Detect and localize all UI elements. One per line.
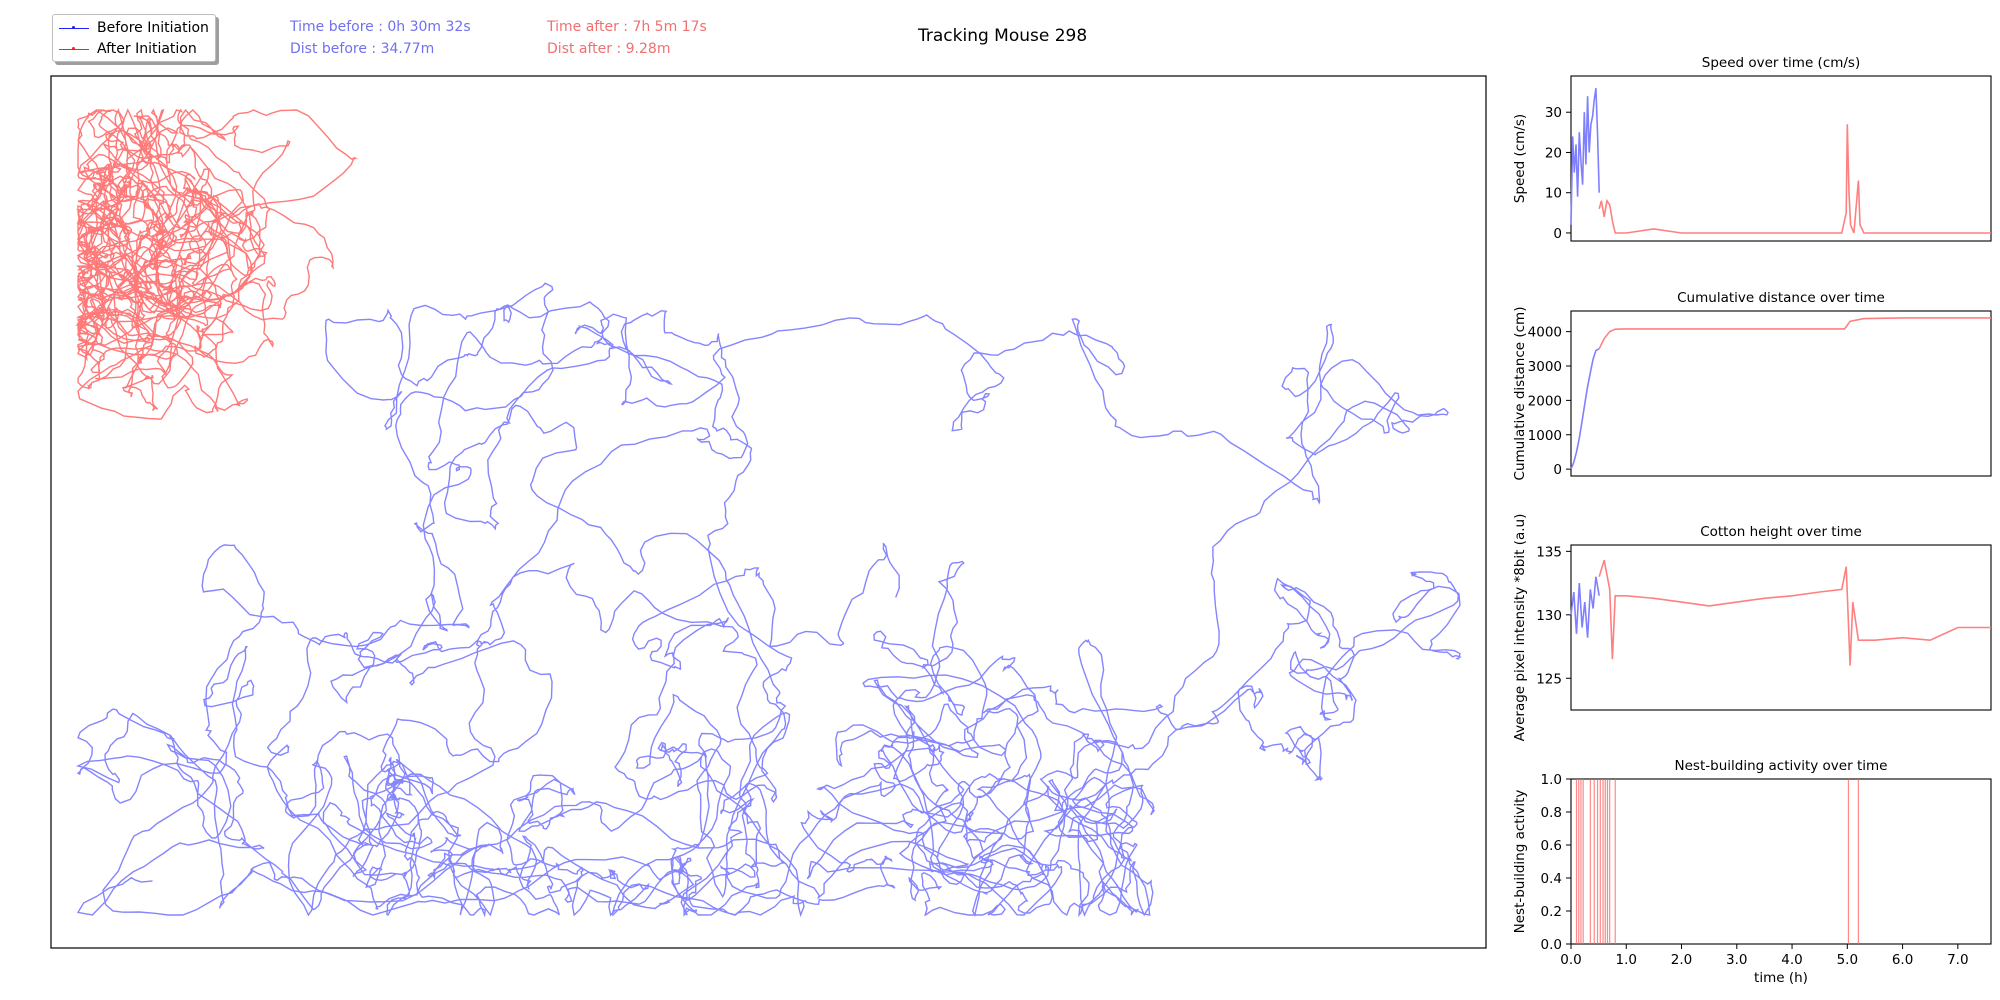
nest-building-xtick-label: 6.0 (1892, 952, 1913, 968)
nest-building-ytick-label: 0.6 (1541, 838, 1562, 854)
cotton-height-frame (1570, 544, 1992, 711)
cotton-height-ytick-label: 130 (1536, 608, 1562, 624)
cumulative-distance-ytick-label: 4000 (1528, 325, 1562, 341)
nest-building-xtick-label: 4.0 (1781, 952, 1802, 968)
cotton-height-ytick-label: 135 (1536, 544, 1562, 560)
nest-building-ytick-label: 1.0 (1541, 772, 1562, 788)
cumulative-distance-ytick-label: 2000 (1528, 393, 1562, 409)
speed-ytick-label: 0 (1553, 226, 1562, 242)
cumulative-distance-series-before (1570, 348, 1600, 470)
nest-building-ylabel: Nest-building activity (1512, 790, 1528, 934)
dist-after-text: Dist after : 9.28m (547, 41, 671, 57)
nest-building-title: Nest-building activity over time (1675, 758, 1888, 774)
trajectory-panel (50, 75, 1487, 949)
legend-label-before: Before Initiation (97, 20, 209, 36)
nest-building-ytick-label: 0.8 (1541, 805, 1562, 821)
time-before-text: Time before : 0h 30m 32s (290, 19, 471, 35)
speed-ytick-label: 20 (1545, 145, 1562, 161)
speed-ytick-label: 30 (1545, 105, 1562, 121)
nest-building-ytick-label: 0.0 (1541, 937, 1562, 953)
speed-ylabel: Speed (cm/s) (1512, 114, 1528, 203)
figure-title: Tracking Mouse 298 (918, 26, 1088, 46)
cotton-height-ylabel: Average pixel intensity *8bit (a.u) (1512, 514, 1528, 742)
trajectory-frame (50, 75, 1487, 949)
cotton-height-ytick-label: 125 (1536, 671, 1562, 687)
cumulative-distance-panel: Cumulative distance over time Cumulative … (1512, 290, 1992, 481)
trajectory-after-series (75, 107, 359, 420)
speed-title: Speed over time (cm/s) (1702, 55, 1861, 71)
cotton-height-series-after (1598, 559, 1991, 666)
legend-item-before: Before Initiation (59, 18, 209, 38)
nest-building-ytick-label: 0.2 (1541, 904, 1562, 920)
cumulative-distance-ytick-label: 3000 (1528, 359, 1562, 375)
speed-series-after (1598, 124, 1991, 234)
legend-swatch-before (59, 25, 89, 29)
legend-item-after: After Initiation (59, 39, 197, 59)
speed-series-before (1570, 87, 1600, 225)
nest-building-ytick-label: 0.4 (1541, 871, 1562, 887)
trajectory-before-series (75, 282, 1462, 918)
legend: Before Initiation After Initiation (52, 14, 216, 62)
speed-panel: Speed over time (cm/s) Speed (cm/s) 0 10 20 3… (1512, 55, 1992, 242)
nest-building-xtick-label: 2.0 (1671, 952, 1692, 968)
cotton-height-panel: Cotton height over time Average pixel int… (1512, 514, 1992, 742)
speed-frame (1570, 75, 1992, 242)
nest-building-panel: Nest-building activity over time Nest-bui… (1512, 758, 1992, 986)
nest-building-xtick-label: 0.0 (1560, 952, 1581, 968)
cumulative-distance-ytick-label: 0 (1553, 462, 1562, 478)
speed-ytick-label: 10 (1545, 186, 1562, 202)
legend-label-after: After Initiation (97, 41, 197, 57)
nest-building-xtick-label: 7.0 (1947, 952, 1968, 968)
nest-building-xtick-label: 1.0 (1616, 952, 1637, 968)
nest-building-xtick-label: 5.0 (1837, 952, 1858, 968)
cotton-height-series-before (1570, 576, 1600, 638)
dist-before-text: Dist before : 34.77m (290, 41, 435, 57)
cumulative-distance-ytick-label: 1000 (1528, 428, 1562, 444)
legend-swatch-after (59, 46, 89, 50)
cumulative-distance-ylabel: Cumulative distance (cm) (1512, 307, 1528, 481)
cotton-height-title: Cotton height over time (1700, 524, 1862, 540)
cumulative-distance-title: Cumulative distance over time (1677, 290, 1885, 306)
cumulative-distance-frame (1570, 310, 1992, 477)
nest-building-frame (1570, 778, 1992, 945)
nest-building-xlabel: time (h) (1754, 970, 1808, 986)
nest-building-xtick-label: 3.0 (1726, 952, 1747, 968)
time-after-text: Time after : 7h 5m 17s (547, 19, 707, 35)
cumulative-distance-series-after (1598, 317, 1991, 350)
